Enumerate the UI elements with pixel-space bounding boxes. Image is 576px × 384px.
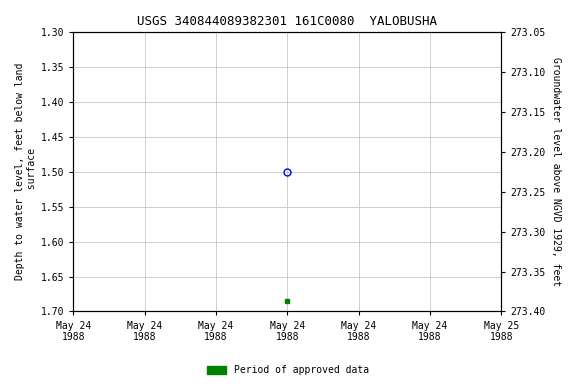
Title: USGS 340844089382301 161C0080  YALOBUSHA: USGS 340844089382301 161C0080 YALOBUSHA [137,15,437,28]
Y-axis label: Depth to water level, feet below land
 surface: Depth to water level, feet below land su… [15,63,37,280]
Legend: Period of approved data: Period of approved data [203,361,373,379]
Y-axis label: Groundwater level above NGVD 1929, feet: Groundwater level above NGVD 1929, feet [551,57,561,286]
